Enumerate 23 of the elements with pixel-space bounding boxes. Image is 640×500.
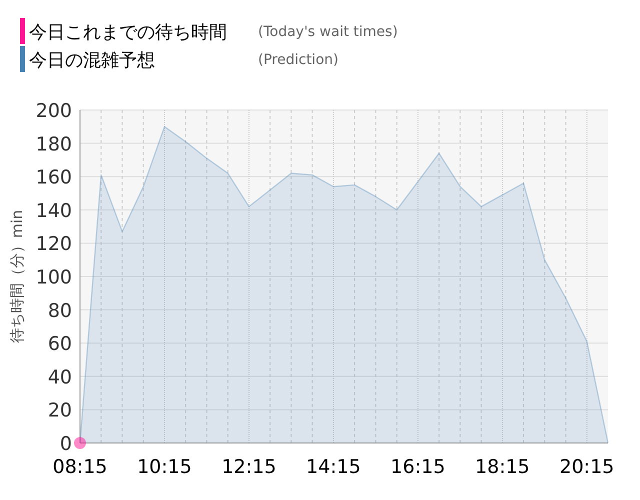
y-tick-label: 0	[60, 433, 72, 455]
y-tick-label: 80	[48, 300, 72, 322]
y-tick-label: 160	[36, 166, 72, 189]
x-tick-label: 14:15	[306, 456, 361, 478]
y-tick-label: 120	[36, 233, 72, 256]
y-tick-label: 140	[36, 200, 72, 222]
legend-label: 今日の混雑予想	[29, 50, 155, 71]
legend-label: 今日これまでの待ち時間	[29, 22, 227, 43]
text: (Prediction)	[258, 52, 338, 68]
x-tick-label: 10:15	[137, 456, 192, 478]
text: (Today's wait times)	[258, 24, 398, 40]
x-tick-label: 12:15	[222, 456, 276, 478]
y-tick-label: 100	[36, 266, 72, 288]
y-tick-label: 200	[36, 100, 72, 122]
y-tick-label: 180	[36, 133, 72, 156]
y-tick-label: 20	[48, 400, 72, 422]
x-tick-label: 20:15	[559, 456, 614, 478]
y-tick-label: 40	[48, 366, 72, 388]
x-tick-label: 16:15	[390, 456, 446, 478]
y-axis-title: 待ち時間（分）min	[8, 210, 26, 344]
x-tick-label: 18:15	[475, 456, 530, 478]
y-tick-label: 60	[48, 333, 72, 356]
x-tick-label: 08:15	[52, 456, 108, 478]
